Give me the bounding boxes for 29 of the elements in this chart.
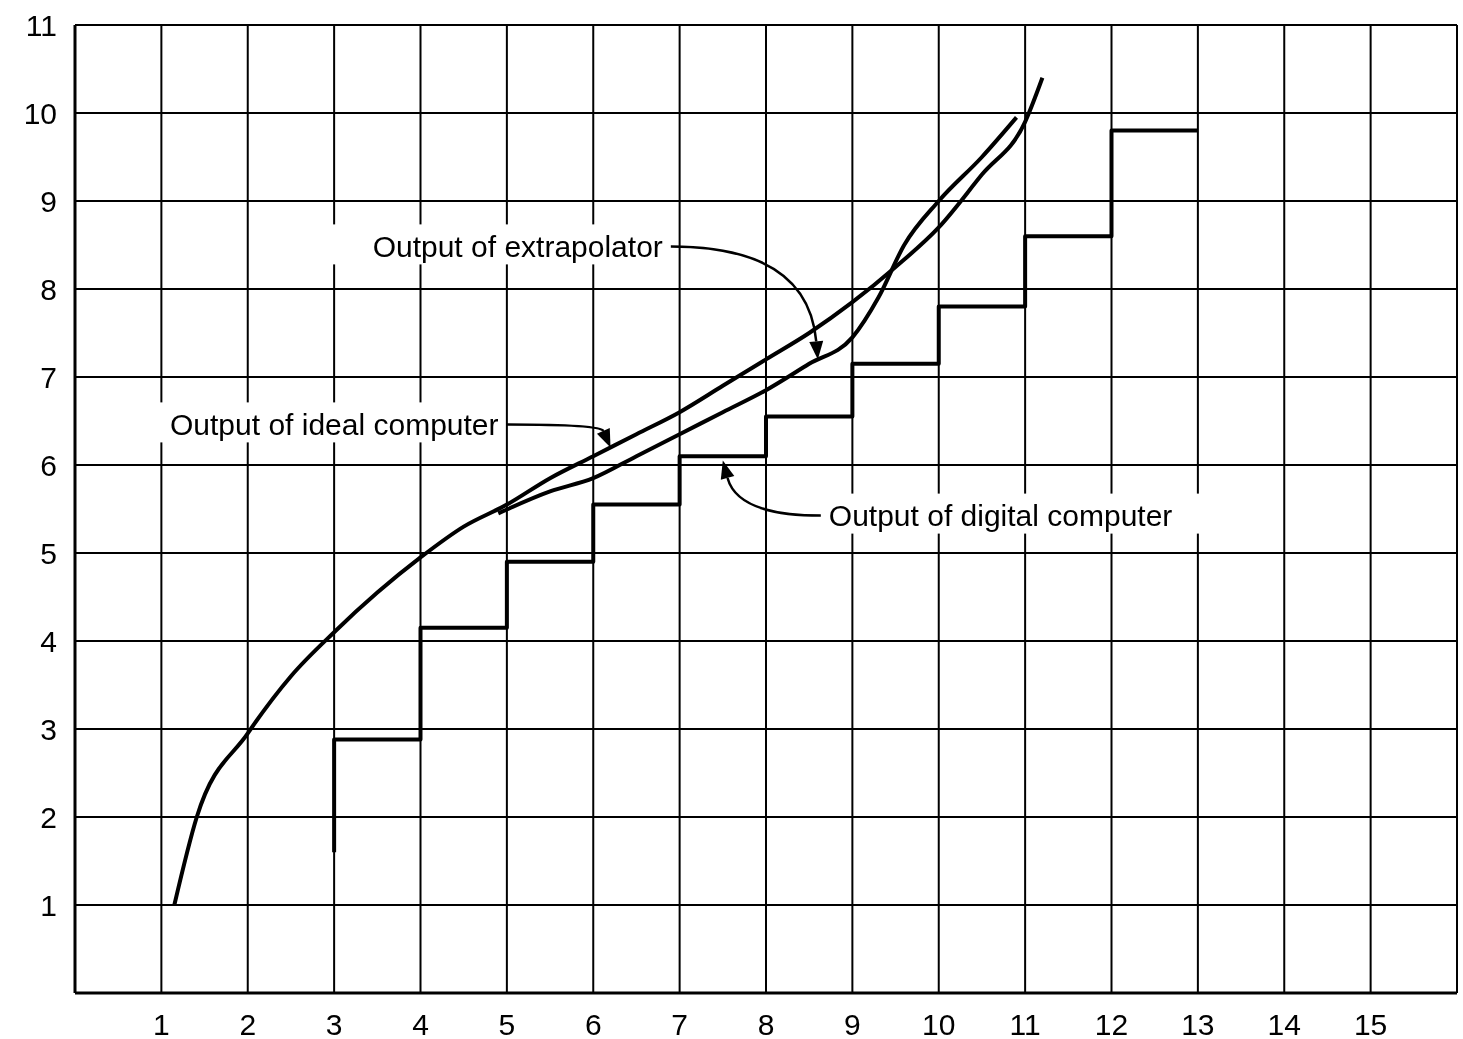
y-tick-label: 2 [40, 800, 57, 834]
x-tick-label: 15 [1353, 1008, 1388, 1039]
x-tick-label: 2 [239, 1008, 257, 1039]
y-tick-label: 1 [40, 888, 57, 922]
y-tick-label: 5 [40, 536, 57, 570]
x-tick-label: 5 [498, 1008, 516, 1039]
x-tick-label: 14 [1267, 1008, 1301, 1039]
x-tick-label: 9 [844, 1008, 861, 1039]
y-tick-label: 4 [40, 624, 57, 658]
x-tick-label: 1 [153, 1008, 170, 1039]
x-tick-label: 12 [1094, 1008, 1129, 1039]
y-tick-label: 11 [25, 8, 57, 42]
y-tick-label: 8 [40, 272, 57, 306]
y-tick-label: 6 [40, 448, 57, 482]
y-tick-label: 7 [40, 360, 57, 394]
annotation: Output of digital computer [828, 499, 1173, 533]
x-tick-label: 3 [325, 1008, 343, 1039]
y-tick-label: 10 [23, 96, 57, 130]
x-tick-label: 11 [1009, 1008, 1041, 1039]
annotation: Output of ideal computer [169, 407, 499, 441]
annotation: Output of extrapolator [372, 229, 663, 263]
y-tick-label: 3 [40, 712, 57, 746]
x-tick-label: 10 [922, 1008, 956, 1039]
x-tick-label: 7 [671, 1008, 688, 1039]
y-tick-label: 9 [40, 184, 57, 218]
x-tick-label: 13 [1181, 1008, 1215, 1039]
x-tick-label: 8 [757, 1008, 775, 1039]
x-tick-label: 6 [584, 1008, 602, 1039]
x-tick-label: 4 [412, 1008, 429, 1039]
